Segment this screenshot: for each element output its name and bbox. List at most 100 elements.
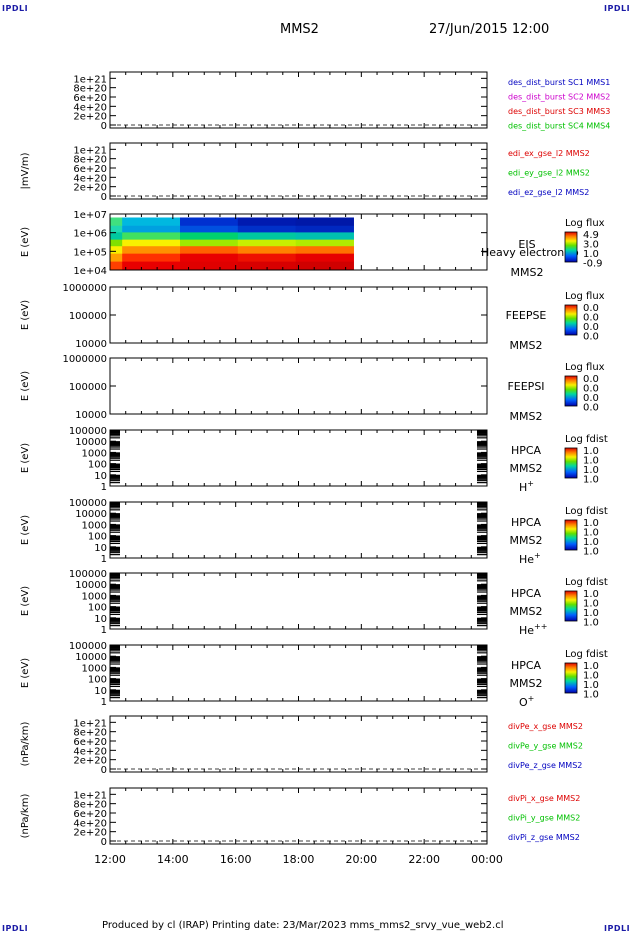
y-tick-label: 10 — [94, 614, 107, 625]
heatmap-cell — [110, 245, 123, 254]
colorbar-value: 1.0 — [583, 446, 599, 457]
heatmap-cell — [237, 239, 297, 247]
colorbar-value: 0.0 — [583, 374, 599, 385]
y-tick-label: 0 — [101, 837, 107, 848]
y-tick-label: 1000000 — [62, 354, 107, 365]
x-tick-label: 22:00 — [408, 853, 440, 866]
colorbar-value: 1.0 — [583, 671, 599, 682]
heatmap-cell — [295, 261, 354, 271]
legend-entry: edi_ey_gse_l2 MMS2 — [508, 169, 590, 178]
y-axis-label: (nPa/km) — [20, 722, 31, 767]
y-tick-label: 100000 — [69, 498, 107, 509]
colorbar-value: 0.0 — [583, 303, 599, 314]
legend-entry: des_dist_burst SC4 MMS4 — [508, 122, 610, 131]
panel-frame — [109, 286, 488, 344]
heatmap-cell — [110, 253, 123, 262]
heatmap-cell — [237, 231, 297, 240]
x-tick-label: 00:00 — [471, 853, 503, 866]
panel-frame — [109, 787, 488, 845]
y-tick-label: 100 — [88, 675, 107, 686]
y-tick-label: 1e+21 — [73, 790, 107, 801]
y-tick-label: 0 — [101, 121, 107, 132]
y-tick-label: 10000 — [75, 509, 107, 520]
y-tick-label: 6e+20 — [73, 809, 107, 820]
colorbar-value: 4.9 — [583, 230, 599, 241]
overlay-text: Heavy electron to — [481, 246, 579, 259]
instrument-label: EIS — [518, 238, 535, 251]
colorbar-value: 1.0 — [583, 661, 599, 672]
y-tick-label: 8e+20 — [73, 728, 107, 739]
y-tick-label: 100000 — [69, 382, 107, 393]
colorbar-value: 1.0 — [583, 589, 599, 600]
spacecraft-label: MMS2 — [510, 339, 543, 352]
heatmap-cell — [295, 225, 354, 233]
heatmap-cell — [110, 231, 123, 240]
y-tick-label: 10000 — [75, 339, 107, 350]
colorbar-value: 1.0 — [583, 547, 599, 558]
panel-eis: 1e+04 1e+05 1e+06 1e+07 E (eV) EIS MMS2 Heavy e… — [20, 210, 605, 279]
heatmap-cell — [122, 225, 181, 233]
heatmap-cell — [180, 261, 239, 271]
heatmap-cell — [180, 225, 239, 233]
panel-frame — [109, 71, 488, 129]
heatmap-cell — [237, 225, 297, 233]
heatmap-cell — [295, 231, 354, 240]
legend-entry: divPi_y_gse MMS2 — [508, 814, 580, 823]
panel-frame — [109, 142, 488, 200]
y-tick-label: 10000 — [75, 580, 107, 591]
heatmap-cell — [180, 245, 239, 254]
instrument-label: HPCA — [511, 659, 542, 672]
y-axis-label: E (eV) — [20, 443, 31, 473]
y-tick-label: 1e+05 — [73, 247, 107, 258]
y-tick-label: 1000000 — [62, 283, 107, 294]
colorbar-value: 0.0 — [583, 393, 599, 404]
colorbar-title: Log fdist — [565, 434, 608, 445]
legend-entry: des_dist_burst SC1 MMS1 — [508, 78, 610, 87]
y-tick-label: 1 — [101, 482, 107, 493]
y-tick-label: 100 — [88, 460, 107, 471]
y-tick-label: 1e+21 — [73, 74, 107, 85]
legend-entry: edi_ex_gse_l2 MMS2 — [508, 149, 590, 158]
x-tick-label: 18:00 — [283, 853, 315, 866]
colorbar-value: 1.0 — [583, 249, 599, 260]
y-tick-label: 1e+07 — [73, 210, 107, 221]
colorbar-value: 1.0 — [583, 608, 599, 619]
y-axis-label: E (eV) — [20, 515, 31, 545]
y-tick-label: 4e+20 — [73, 173, 107, 184]
colorbar-value: 0.0 — [583, 322, 599, 333]
spacecraft-label: MMS2 — [510, 677, 543, 690]
heatmap-cell — [110, 239, 123, 247]
spacecraft-label: MMS2 — [510, 534, 543, 547]
y-tick-label: 10000 — [75, 410, 107, 421]
colorbar-value: 1.0 — [583, 465, 599, 476]
y-tick-label: 1000 — [82, 520, 107, 531]
colorbar-value: 0.0 — [583, 313, 599, 324]
y-axis-label: (nPa/km) — [20, 794, 31, 839]
heatmap-cell — [122, 239, 181, 247]
heatmap-cell — [237, 261, 297, 271]
colorbar — [564, 231, 578, 263]
y-tick-label: 10 — [94, 686, 107, 697]
heatmap-cell — [237, 245, 297, 254]
y-axis-label: E (eV) — [20, 658, 31, 688]
heatmap-cell — [122, 261, 181, 271]
y-tick-label: 2e+20 — [73, 112, 107, 123]
corner-mark-top-right: IPDLI — [604, 4, 630, 13]
y-tick-label: 100000 — [69, 426, 107, 437]
colorbar-value: -0.9 — [583, 259, 603, 270]
y-tick-label: 1e+21 — [73, 718, 107, 729]
y-tick-label: 100000 — [69, 311, 107, 322]
panel-frame — [109, 715, 488, 773]
spacecraft-label: MMS2 — [510, 410, 543, 423]
y-tick-label: 1 — [101, 625, 107, 636]
colorbar — [564, 662, 578, 694]
y-axis-label: E (eV) — [20, 227, 31, 257]
colorbar-value: 1.0 — [583, 690, 599, 701]
legend-entry: divPi_x_gse MMS2 — [508, 794, 580, 803]
